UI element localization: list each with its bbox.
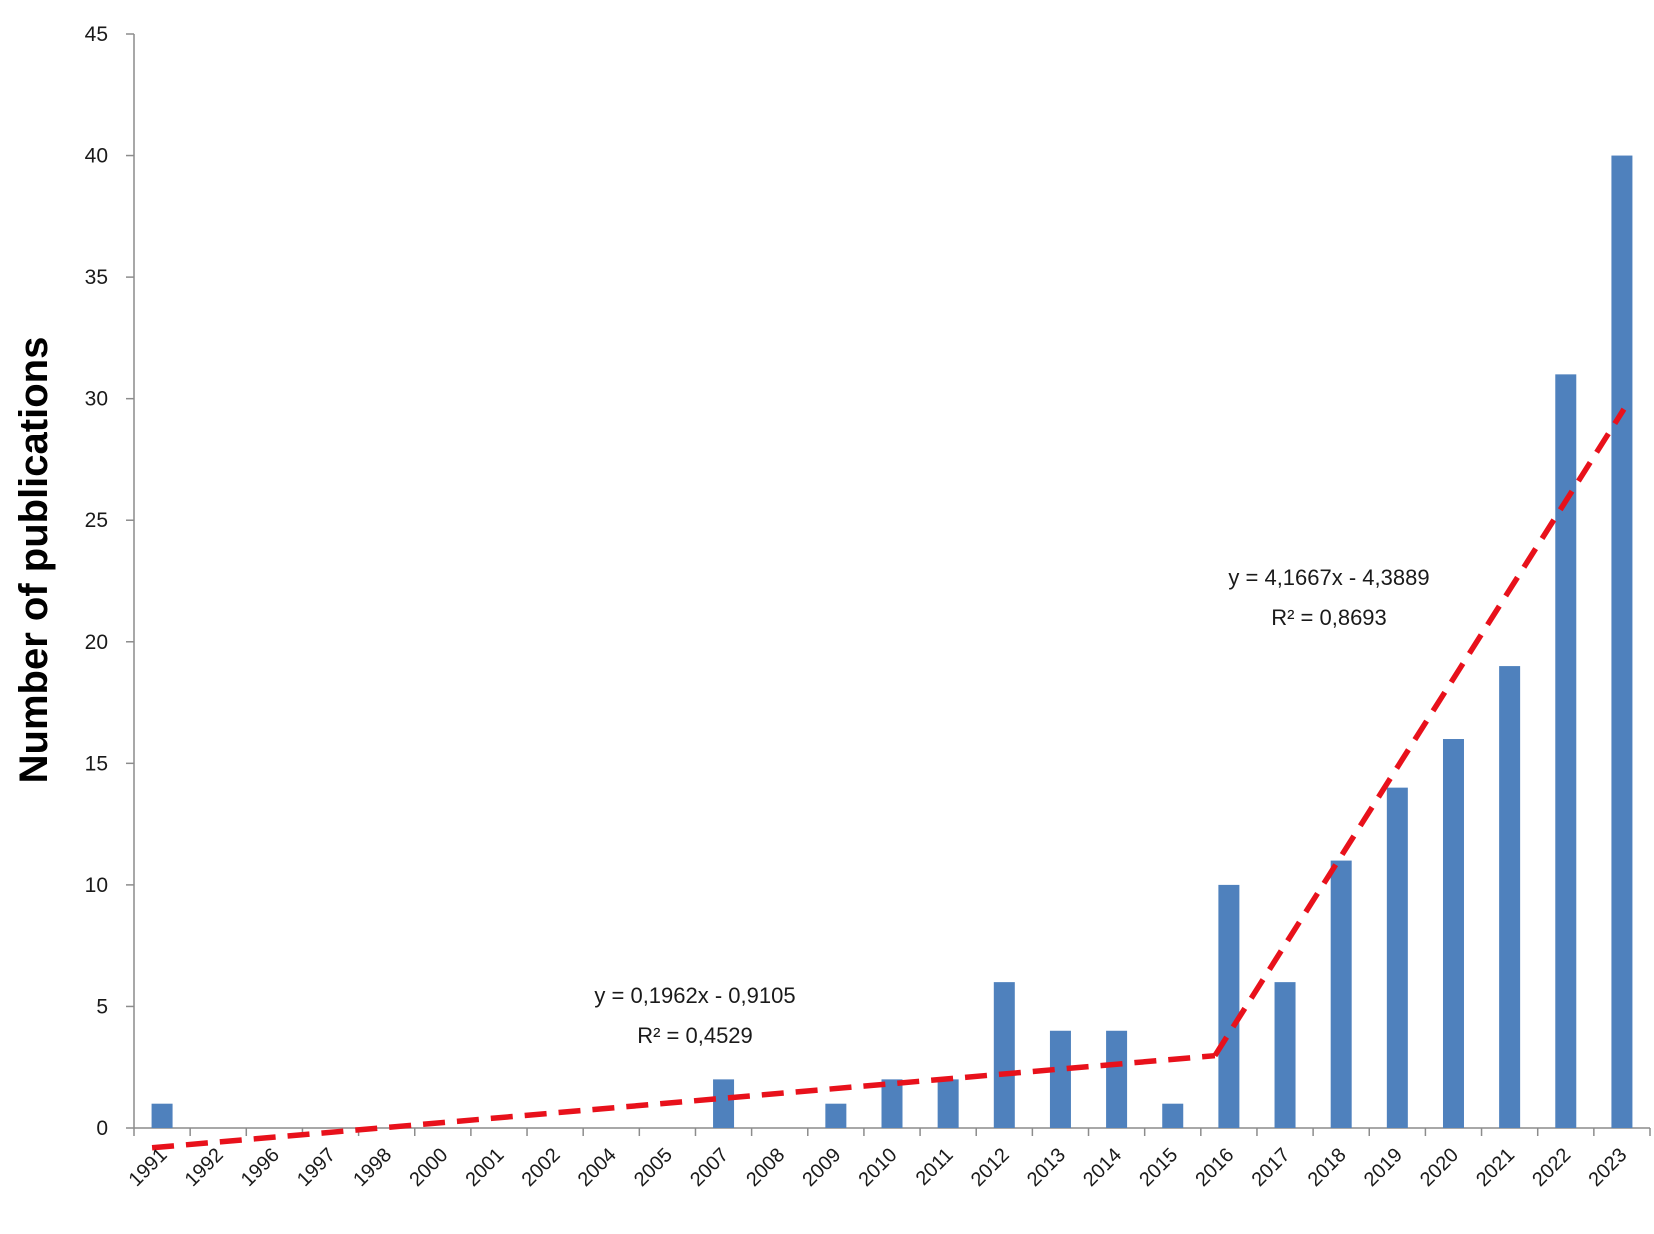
trendline-2-r2: R² = 0,8693: [1271, 605, 1387, 630]
y-tick-label: 10: [85, 874, 108, 897]
bars: [151, 155, 1633, 1129]
y-tick-label: 15: [85, 752, 108, 775]
bar: [937, 1079, 959, 1128]
x-tick-label: 2015: [1135, 1144, 1182, 1191]
bar: [1555, 374, 1577, 1128]
bar: [1049, 1030, 1071, 1128]
x-tick-label: 2004: [574, 1144, 621, 1191]
x-tick-label: 2023: [1584, 1144, 1631, 1191]
y-tick-label: 30: [85, 388, 108, 411]
x-tick-label: 2021: [1472, 1144, 1519, 1191]
bar: [1386, 787, 1408, 1128]
y-tick-label: 20: [85, 631, 108, 654]
trendline-2-equation: y = 4,1667x - 4,3889: [1228, 565, 1429, 590]
x-tick-label: 2001: [461, 1144, 508, 1191]
x-tick-label: 2010: [855, 1144, 902, 1191]
x-tick-label: 2016: [1191, 1144, 1238, 1191]
trendline-1-r2: R² = 0,4529: [637, 1023, 753, 1048]
bar: [1611, 155, 1633, 1129]
x-tick-label: 2012: [967, 1144, 1014, 1191]
x-tick-label: 2017: [1248, 1144, 1295, 1191]
y-tick-label: 25: [85, 509, 108, 532]
x-tick-label: 1996: [237, 1144, 284, 1191]
y-tick-label: 35: [85, 266, 108, 289]
x-tick-label: 2007: [686, 1144, 733, 1191]
x-tick-label: 2022: [1528, 1144, 1575, 1191]
bar: [1330, 860, 1352, 1128]
x-tick-label: 2008: [742, 1144, 789, 1191]
x-tick-label: 2002: [518, 1144, 565, 1191]
trendline-1: [151, 1052, 1216, 1151]
x-tick-label: 2020: [1416, 1144, 1463, 1191]
x-tick-label: 1992: [181, 1144, 228, 1191]
y-tick-label: 40: [85, 145, 108, 168]
y-tick-label: 45: [85, 23, 108, 46]
x-tick-label: 1998: [349, 1144, 396, 1191]
bar: [993, 982, 1015, 1128]
bar: [1218, 884, 1240, 1128]
bar: [881, 1079, 903, 1128]
x-tick-label: 2000: [405, 1144, 452, 1191]
bar: [151, 1103, 173, 1128]
trendline-1-equation: y = 0,1962x - 0,9105: [594, 983, 795, 1008]
x-tick-label: 2019: [1360, 1144, 1407, 1191]
bar: [1274, 982, 1296, 1128]
bar: [1106, 1030, 1128, 1128]
x-tick-label: 2005: [630, 1144, 677, 1191]
x-tick-label: 1991: [125, 1144, 172, 1191]
x-tick-label: 2014: [1079, 1144, 1126, 1191]
x-tick-label: 1997: [293, 1144, 340, 1191]
bar: [1162, 1103, 1184, 1128]
bar: [713, 1079, 735, 1128]
x-tick-label: 2009: [798, 1144, 845, 1191]
x-tick-label: 2018: [1304, 1144, 1351, 1191]
trendlines: [151, 407, 1627, 1151]
y-tick-label: 5: [96, 995, 108, 1018]
bar: [1499, 666, 1521, 1128]
x-tick-label: 2011: [912, 1144, 958, 1190]
x-tick-label: 2013: [1023, 1144, 1070, 1191]
trendline-2: [1212, 407, 1627, 1058]
y-axis-title: Number of publications: [12, 337, 56, 784]
bar: [1442, 739, 1464, 1128]
y-tick-label: 0: [96, 1117, 108, 1140]
bar: [825, 1103, 847, 1128]
